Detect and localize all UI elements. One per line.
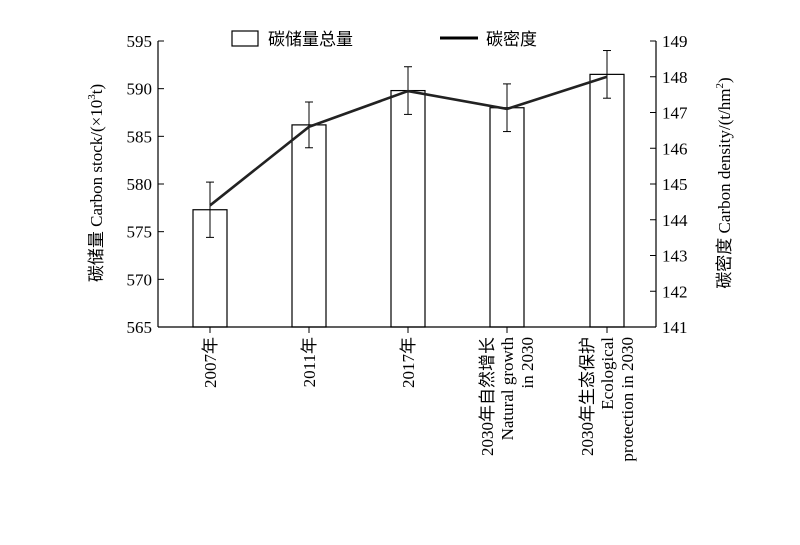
y-right-tick-label-1: 142 [662,282,688,301]
y-axis-left-title-cn: 碳储量 [87,231,107,282]
density-point-4 [606,76,608,78]
x-category-label-1-line-0: 2011年 [300,337,319,387]
y-right-tick-label-3: 144 [662,211,688,230]
density-point-2 [407,90,409,92]
bar-3 [489,107,525,328]
x-category-label-3-line-0: 2030年自然增长 [478,337,497,456]
y-right-tick-label-6: 147 [662,104,688,123]
y-axis-right-title-end: ) [715,77,734,83]
bar-4 [589,73,625,328]
y-axis-right-title-sup: 2 [714,83,726,89]
x-category-label-2-line-0: 2017年 [399,337,418,388]
y-left-tick-label-2: 575 [127,223,153,242]
y-left-tick-label-5: 590 [127,80,153,99]
x-category-label-4-line-2: protection in 2030 [618,337,637,462]
y-right-tick-label-8: 149 [662,32,688,51]
y-right-tick-label-5: 146 [662,139,688,158]
y-axis-left-title-end: t) [87,84,106,94]
y-right-tick-label-4: 145 [662,175,688,194]
density-point-0 [209,204,211,206]
y-left-tick-label-4: 585 [127,127,153,146]
y-left-tick-label-0: 565 [127,318,153,337]
legend-line-label: 碳密度 [486,30,537,50]
y-left-tick-label-1: 570 [127,270,153,289]
x-category-label-3-line-2: in 2030 [518,337,537,388]
density-point-3 [506,108,508,110]
y-right-tick-label-0: 141 [662,318,688,337]
plot-area: 565 570 575 580 585 590 595 141 142 143 144 145 146 1… [127,32,689,462]
legend-bar-swatch [231,30,259,47]
x-category-label-4-line-0: 2030年生态保护 [578,337,597,456]
y-axis-right-title-en: Carbon density/(t/hm [715,88,734,233]
x-category-label-3-line-1: Natural growth [498,337,517,441]
x-category-label-4-line-1: Ecological [598,337,617,410]
y-axis-right-title: 碳密度 Carbon density/(t/hm2) [714,77,735,288]
density-point-1 [308,126,310,128]
y-axis-left-title: 碳储量 Carbon stock/(×103t) [86,84,107,282]
y-axis-right-title-cn: 碳密度 [715,238,735,289]
bar-2 [390,89,426,328]
y-left-tick-label-3: 580 [127,175,153,194]
bar-1 [291,124,327,328]
y-right-tick-label-2: 143 [662,247,688,266]
y-left-tick-label-6: 595 [127,32,153,51]
y-right-tick-label-7: 148 [662,68,688,87]
y-axis-left-title-sup: 3 [86,94,98,100]
legend-bar-label: 碳储量总量 [268,30,353,50]
legend: 碳储量总量 碳密度 [231,30,537,50]
x-category-label-0-line-0: 2007年 [201,337,220,388]
y-axis-left-title-en: Carbon stock/(×10 [87,100,106,227]
